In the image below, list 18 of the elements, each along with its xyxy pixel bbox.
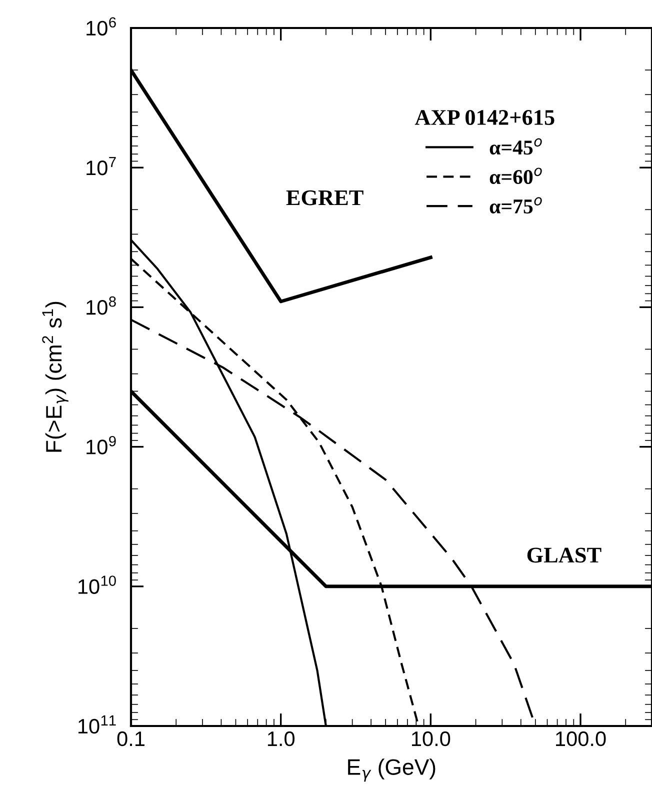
y-tick-label: 10$^{7}$: [86, 157, 116, 176]
y-tick-label: 10$^{8}$: [86, 296, 116, 315]
y-tick-label: 10$^{11}$: [78, 715, 116, 734]
legend-label: α=60$^{o}$: [490, 168, 542, 184]
legend-label: α=75$^{o}$: [490, 197, 542, 214]
y-tick-label: 10$^{6}$: [86, 17, 116, 36]
y-axis-title: F(>E$_{γ}$) (cm$^{2}$ s$^{1}$): [42, 302, 68, 452]
x-tick-label: 1.0: [268, 731, 295, 746]
x-tick-label: 10.0: [412, 731, 450, 746]
legend-title: AXP 0142+615: [414, 110, 554, 125]
x-tick-label: 100.0: [556, 731, 606, 746]
annotation: EGRET: [286, 190, 364, 206]
y-tick-label: 10$^{10}$: [78, 576, 116, 594]
legend-label: α=45$^{o}$: [490, 138, 542, 155]
x-axis-title: E$_{γ}$ (GeV): [348, 758, 436, 782]
x-tick-label: 0.1: [117, 731, 144, 746]
y-tick-label: 10$^{9}$: [86, 436, 116, 454]
annotation: GLAST: [527, 548, 602, 563]
